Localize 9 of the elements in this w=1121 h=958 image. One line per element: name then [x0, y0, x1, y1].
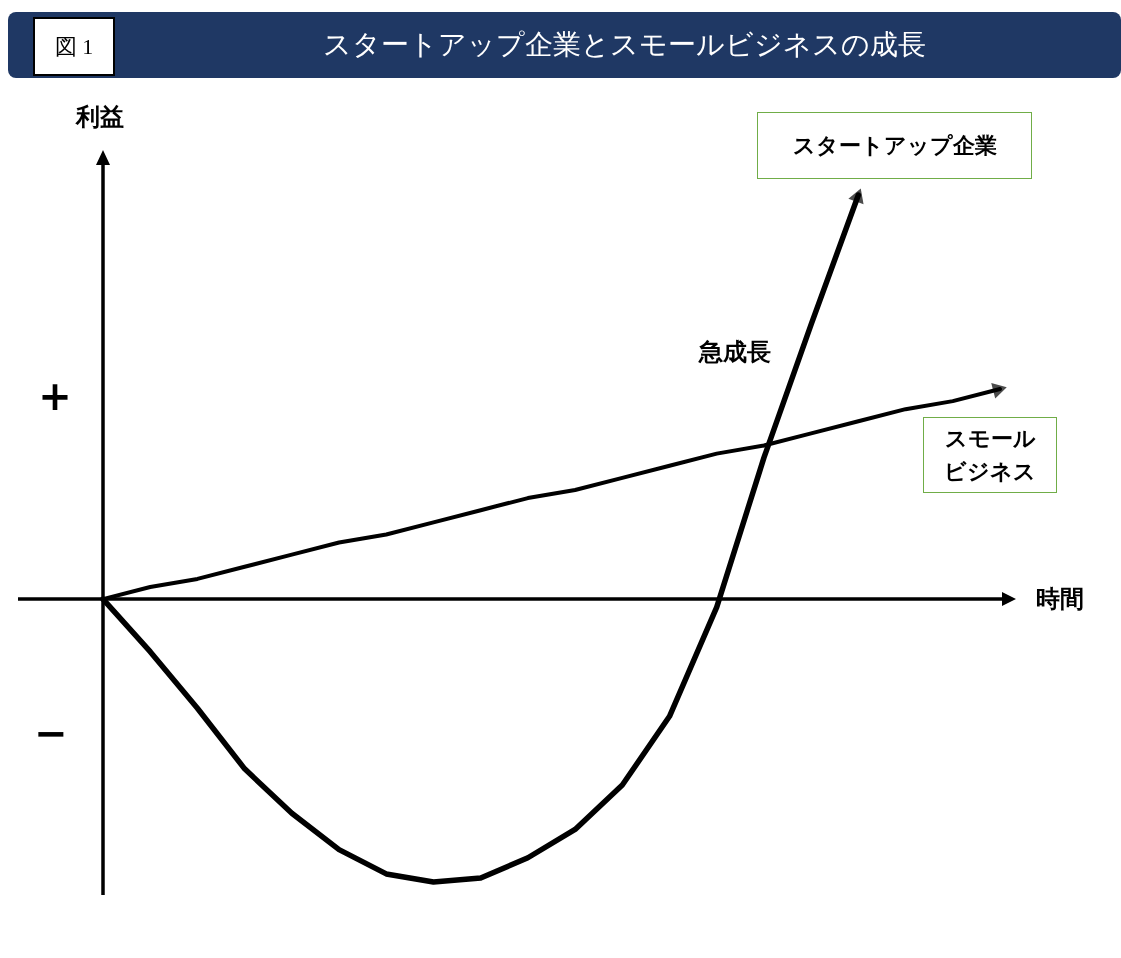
- annotation: 急成長: [698, 338, 771, 366]
- y-axis-title: 利益: [75, 103, 124, 131]
- chart-title: スタートアップ企業とスモールビジネスの成長: [322, 27, 927, 63]
- x-axis-title: 時間: [1036, 585, 1084, 613]
- text: スタートアップ企業: [757, 112, 1032, 179]
- text: +: [38, 373, 72, 419]
- series-label: スモールビジネス: [923, 417, 1057, 493]
- text: −: [34, 710, 68, 756]
- caption: 図 1: [33, 17, 115, 76]
